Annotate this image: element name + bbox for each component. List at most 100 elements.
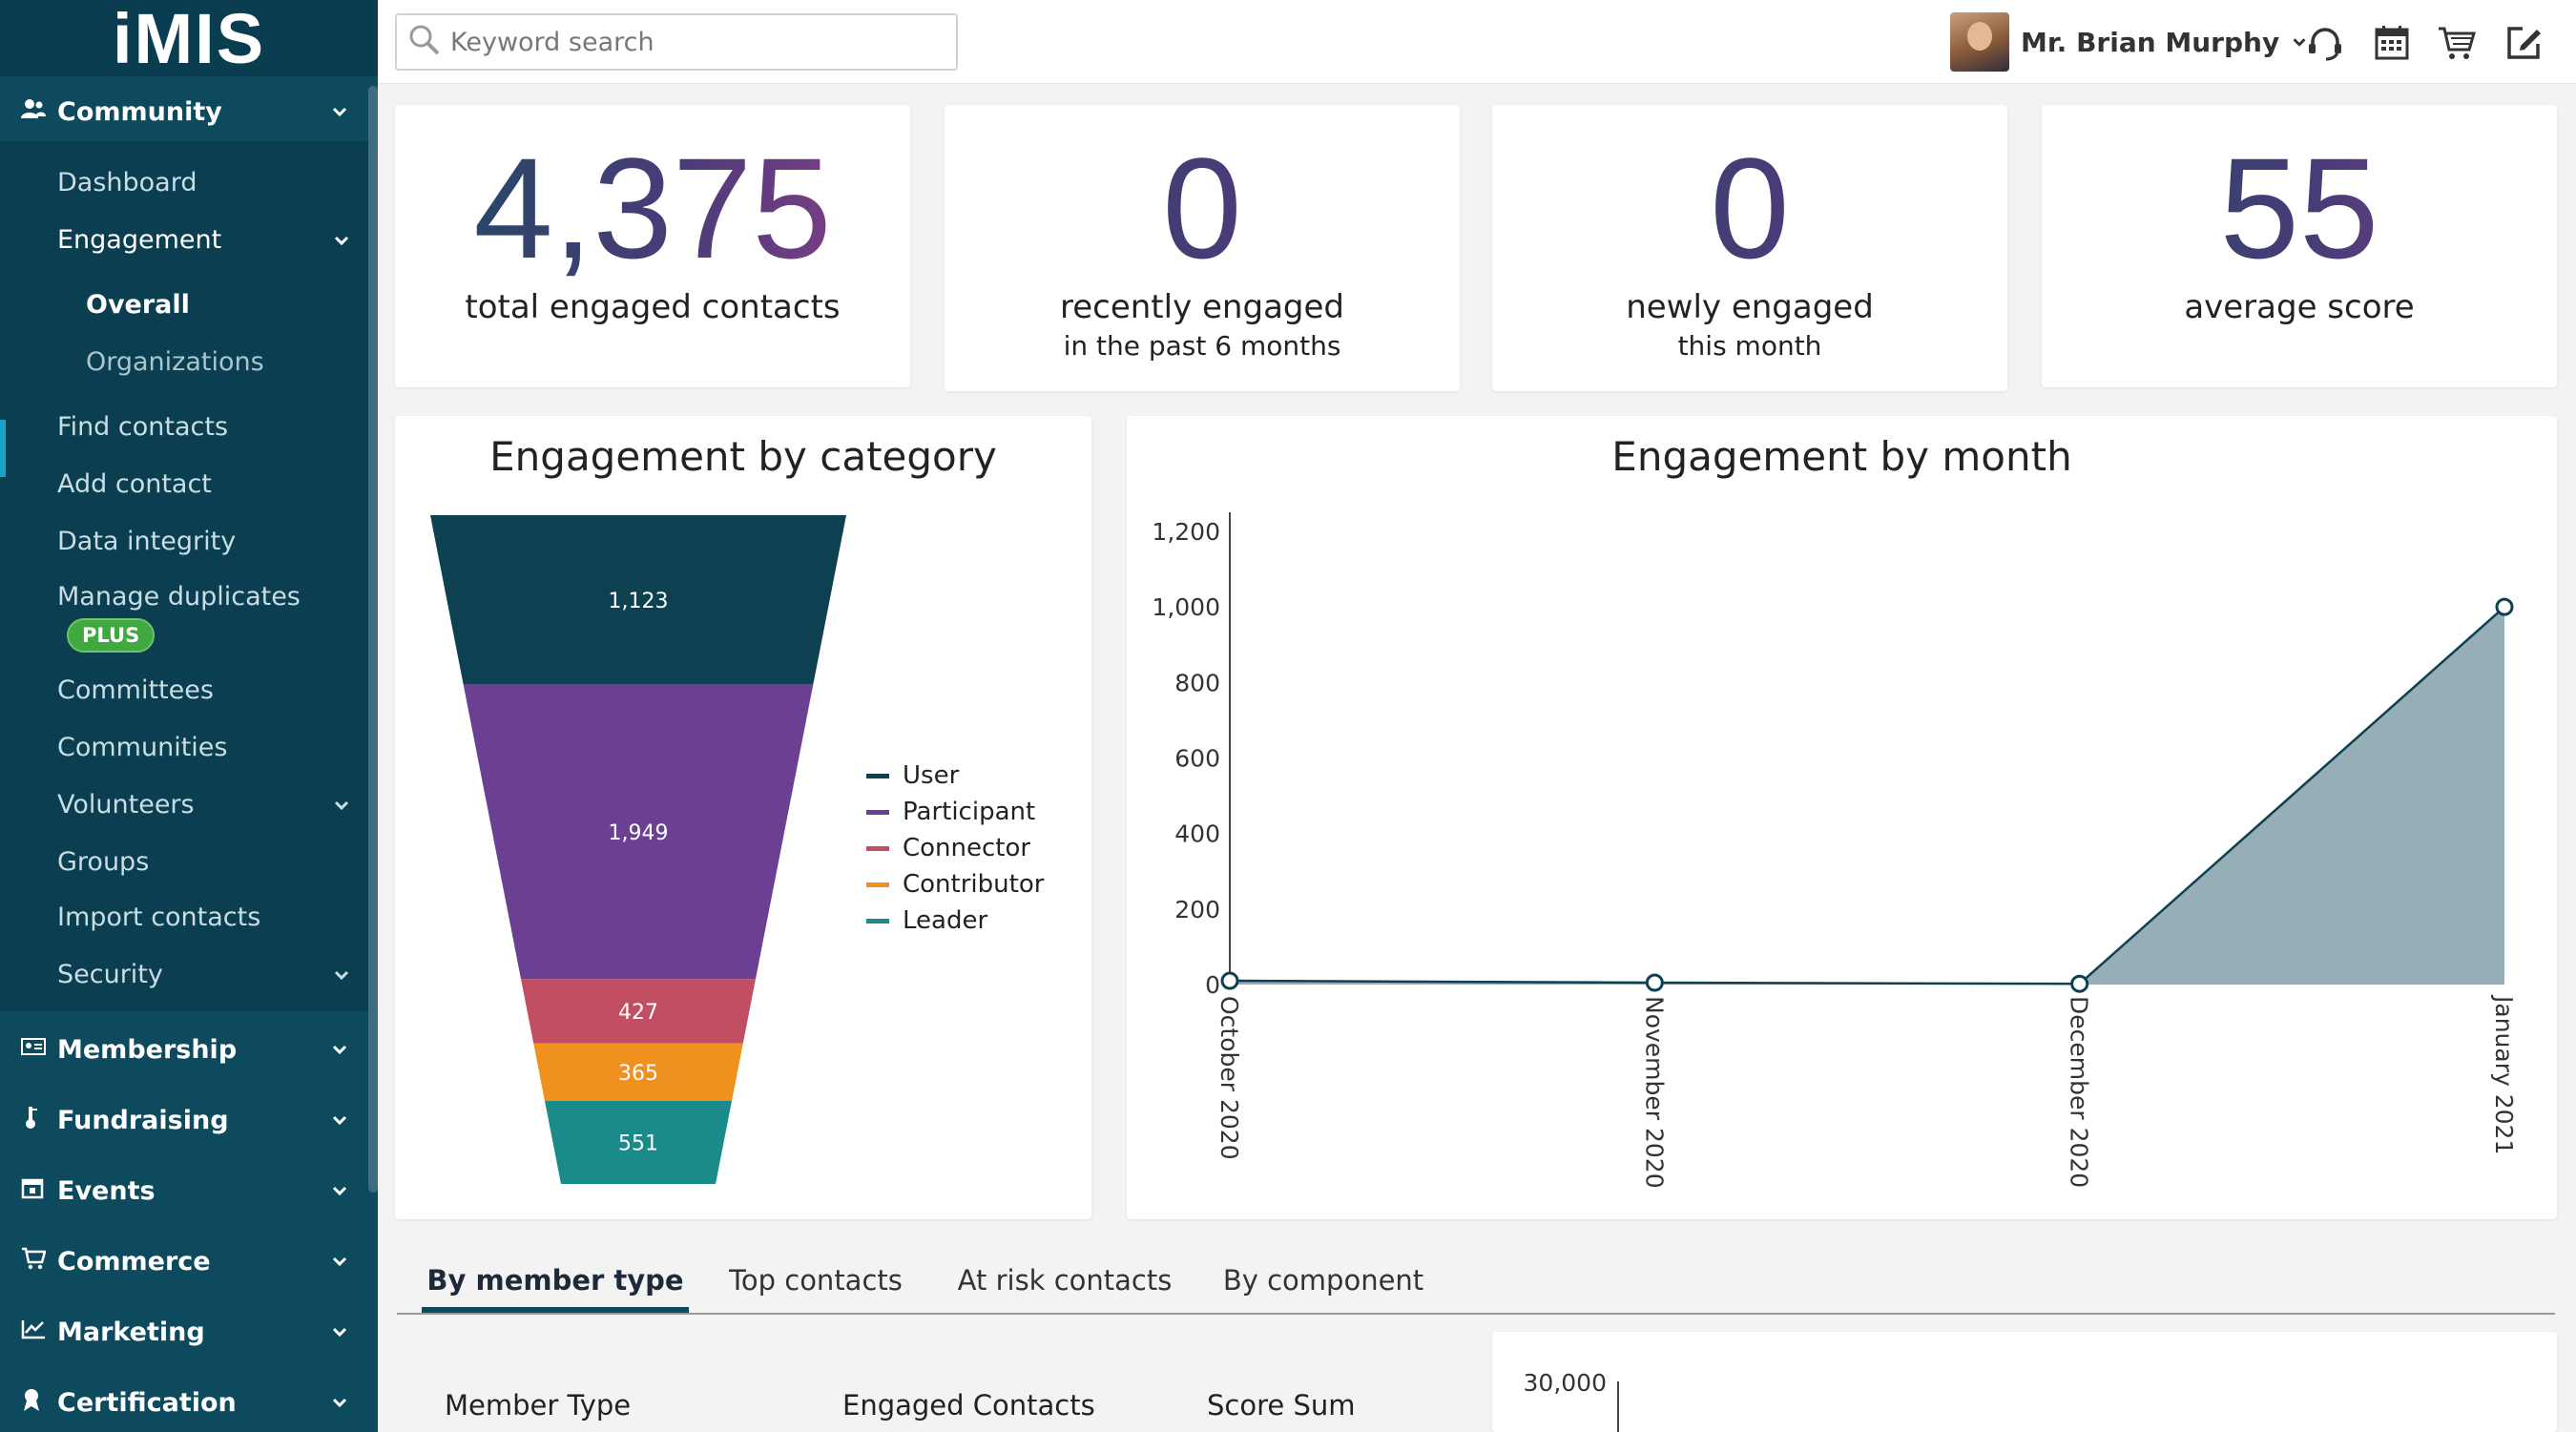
sidebar-item-groups[interactable]: Groups [57, 847, 150, 877]
sidebar-item-engagement[interactable]: Engagement [57, 221, 363, 259]
data-point[interactable] [1220, 971, 1239, 990]
area-series [1230, 607, 2504, 985]
funnel-legend: User Participant Connector Contributor L… [866, 758, 1044, 939]
chart-title: Engagement by month [1611, 433, 2072, 480]
calendar-icon[interactable] [2372, 23, 2412, 63]
tab-by-component[interactable]: By component [1222, 1264, 1424, 1297]
nav-section-label: Certification [57, 1387, 237, 1418]
funnel-value-label: 551 [618, 1131, 658, 1155]
cart-icon[interactable] [2437, 23, 2477, 63]
nav-section-community[interactable]: Community [0, 80, 368, 143]
sidebar-item-organizations[interactable]: Organizations [86, 347, 264, 377]
sidebar-item-import-contacts[interactable]: Import contacts [57, 903, 261, 932]
imis-logo[interactable]: iMIS [0, 0, 378, 78]
legend-swatch [866, 845, 889, 851]
chevron-down-icon[interactable] [328, 1320, 351, 1343]
sidebar-item-data-integrity[interactable]: Data integrity [57, 527, 237, 556]
edit-icon[interactable] [2503, 23, 2544, 63]
sidebar: iMIS Community Dashboard Engagement Over… [0, 0, 378, 1432]
funnel-segment-contributor[interactable] [533, 1043, 743, 1101]
nav-section-events[interactable]: Events [0, 1159, 368, 1222]
search-box[interactable] [395, 13, 958, 71]
tab-at-risk-contacts[interactable]: At risk contacts [957, 1264, 1173, 1297]
legend-item-leader[interactable]: Leader [866, 903, 1044, 939]
nav-section-commerce[interactable]: Commerce [0, 1230, 368, 1293]
nav-section-label: Community [57, 96, 222, 127]
sidebar-item-manage-duplicates[interactable]: Manage duplicates [57, 582, 301, 612]
x-tick-label: October 2020 [1215, 996, 1243, 1160]
y-tick-label: 600 [1174, 745, 1220, 773]
funnel-value-label: 365 [618, 1062, 658, 1086]
legend-label: Contributor [903, 870, 1045, 899]
funnel-segment-leader[interactable] [544, 1100, 733, 1184]
funnel-value-label: 1,949 [609, 821, 669, 845]
nav-section-certification[interactable]: Certification [0, 1371, 368, 1432]
avatar[interactable] [1950, 12, 2009, 72]
support-headset-icon[interactable] [2305, 23, 2345, 63]
search-input[interactable] [450, 27, 946, 57]
chevron-down-icon[interactable] [328, 1109, 351, 1131]
legend-item-connector[interactable]: Connector [866, 830, 1044, 866]
data-point[interactable] [2495, 597, 2514, 616]
y-tick-label: 1,200 [1152, 518, 1220, 546]
sidebar-item-label: Security [57, 960, 163, 989]
tab-by-member-type[interactable]: By member type [422, 1256, 689, 1313]
chevron-up-icon[interactable] [328, 100, 351, 123]
area-chart: 0 200 400 600 800 1,000 1,200 October 2020 Novem… [1152, 512, 2518, 1189]
chevron-down-icon[interactable] [330, 794, 353, 817]
data-point[interactable] [2070, 974, 2089, 993]
nav-section-membership[interactable]: Membership [0, 1018, 368, 1081]
user-menu[interactable]: Mr. Brian Murphy [1950, 11, 2310, 73]
data-point[interactable] [1645, 973, 1664, 992]
plus-badge: PLUS [67, 618, 156, 653]
legend-swatch [866, 773, 889, 778]
chevron-down-icon[interactable] [328, 1391, 351, 1414]
y-tick-label: 200 [1174, 896, 1220, 924]
nav-section-marketing[interactable]: Marketing [0, 1300, 368, 1363]
sidebar-item-find-contacts[interactable]: Find contacts [57, 412, 229, 442]
chevron-down-icon[interactable] [2289, 31, 2310, 52]
top-bar: Mr. Brian Murphy [378, 0, 2576, 84]
legend-swatch [866, 882, 889, 887]
sidebar-item-committees[interactable]: Committees [57, 675, 214, 705]
y-tick-label: 800 [1174, 669, 1220, 696]
legend-item-participant[interactable]: Participant [866, 794, 1044, 830]
column-header-member-type[interactable]: Member Type [445, 1389, 632, 1422]
sidebar-item-communities[interactable]: Communities [57, 733, 228, 762]
y-tick-label: 30,000 [1524, 1369, 1607, 1397]
sidebar-scrollbar[interactable] [368, 86, 378, 1193]
tab-top-contacts[interactable]: Top contacts [729, 1264, 903, 1297]
sidebar-item-label: Volunteers [57, 790, 195, 820]
column-header-score-sum[interactable]: Score Sum [1207, 1389, 1356, 1422]
x-tick-label: January 2021 [2490, 994, 2518, 1154]
chevron-down-icon[interactable] [330, 229, 353, 252]
nav-section-fundraising[interactable]: Fundraising [0, 1089, 368, 1152]
funnel-value-label: 427 [618, 1001, 658, 1025]
legend-label: Leader [903, 906, 988, 935]
sidebar-item-add-contact[interactable]: Add contact [57, 469, 212, 499]
community-subnav: Dashboard Engagement Overall Organizatio… [0, 141, 368, 1011]
kpi-label: total engaged contacts [465, 288, 841, 326]
membership-card-icon [21, 1037, 50, 1062]
chevron-down-icon[interactable] [328, 1250, 351, 1273]
sidebar-item-overall[interactable]: Overall [86, 290, 190, 320]
funnel-segment-connector[interactable] [521, 979, 756, 1044]
chart-line-icon [21, 1318, 50, 1345]
legend-item-user[interactable]: User [866, 758, 1044, 794]
chevron-down-icon[interactable] [330, 964, 353, 986]
funnel-segment-user[interactable] [430, 515, 846, 685]
funnel-segment-participant[interactable] [463, 684, 814, 980]
sidebar-item-dashboard[interactable]: Dashboard [57, 168, 197, 197]
chevron-down-icon[interactable] [328, 1038, 351, 1061]
legend-swatch [866, 809, 889, 815]
chevron-down-icon[interactable] [328, 1179, 351, 1202]
sidebar-item-security[interactable]: Security [57, 956, 363, 994]
legend-label: Connector [903, 834, 1031, 862]
legend-label: Participant [903, 798, 1036, 826]
legend-item-contributor[interactable]: Contributor [866, 866, 1044, 903]
column-header-engaged-contacts[interactable]: Engaged Contacts [842, 1389, 1095, 1422]
kpi-card-newly-engaged: 0 newly engaged this month [1492, 105, 2007, 391]
sidebar-item-volunteers[interactable]: Volunteers [57, 786, 363, 824]
kpi-label: recently engaged [1060, 288, 1344, 326]
user-name[interactable]: Mr. Brian Murphy [2021, 26, 2280, 58]
